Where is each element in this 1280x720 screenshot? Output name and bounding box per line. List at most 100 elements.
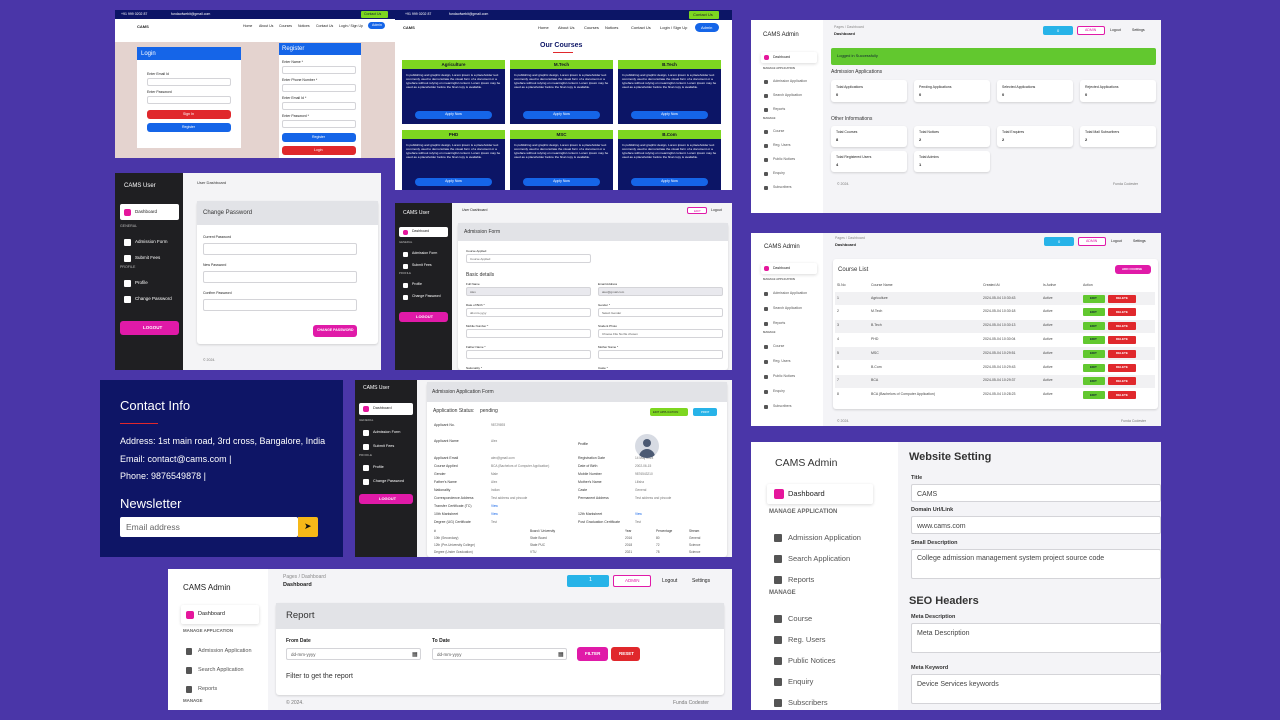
field-value-12th-marksheet[interactable]: View	[635, 512, 642, 516]
nav-contact[interactable]: Contact Us	[631, 25, 651, 30]
reg-password-input[interactable]	[282, 120, 356, 128]
full-name-input[interactable]: Alex	[466, 287, 591, 296]
admin-button[interactable]: Admin	[695, 23, 719, 32]
small-description-input[interactable]: College admission management system proj…	[911, 549, 1161, 579]
delete-button[interactable]: DELETE	[1108, 349, 1136, 358]
nav-notices[interactable]: Notices	[298, 24, 310, 28]
sidebar-item-change-password[interactable]: Change Password	[399, 291, 448, 303]
apply-now-button[interactable]: Apply Now	[631, 178, 708, 186]
sidebar-item-public-notices[interactable]: Public Notices	[761, 369, 817, 384]
sidebar-item-subscribers[interactable]: Subscribers	[761, 399, 817, 414]
login-email-input[interactable]	[147, 78, 231, 86]
reset-button[interactable]: RESET	[611, 647, 640, 661]
sidebar-item-reg-users[interactable]: Reg. Users	[761, 139, 817, 153]
date-of-birth-input[interactable]: dd-mm-yyyy	[466, 308, 591, 317]
print-button[interactable]: PRINT	[693, 408, 717, 416]
current-password-input[interactable]	[203, 243, 357, 255]
delete-button[interactable]: DELETE	[1108, 335, 1136, 344]
logout-button[interactable]: LOGOUT	[359, 494, 413, 504]
newsletter-input[interactable]: Email address	[120, 517, 298, 537]
delete-button[interactable]: DELETE	[1108, 308, 1136, 317]
sidebar-item-public-notices[interactable]: Public Notices	[761, 153, 817, 167]
sidebar-item-submit-fees[interactable]: Submit Fees	[359, 440, 413, 454]
to-date-input[interactable]: dd-mm-yyyy ▦	[432, 648, 567, 660]
sidebar-item-admission-application[interactable]: Admission Application	[761, 286, 817, 301]
admin-badge[interactable]: ADMIN	[1078, 237, 1106, 246]
logout-link[interactable]: Logout	[1110, 28, 1121, 32]
nav-contact[interactable]: Contact Us	[316, 24, 334, 28]
sidebar-item-search-application[interactable]: Search Application	[761, 89, 817, 103]
edit-button[interactable]: EDIT	[1083, 308, 1105, 317]
sidebar-item-admission-application[interactable]: Admission Application	[767, 527, 873, 548]
sidebar-item-submit-fees[interactable]: Submit Fees	[120, 250, 179, 266]
sidebar-item-change-password[interactable]: Change Password	[359, 475, 413, 489]
sidebar-item-enquiry[interactable]: Enquiry	[761, 167, 817, 181]
meta-keyword-input[interactable]: Device Services keywords	[911, 674, 1161, 704]
gender-input[interactable]: Select Gender	[598, 308, 723, 317]
sidebar-item-reports[interactable]: Reports	[761, 316, 817, 331]
admin-badge[interactable]: ADMIN	[613, 575, 651, 587]
nav-login[interactable]: Login / Sign Up	[660, 25, 688, 30]
confirm-password-input[interactable]	[203, 299, 357, 311]
sidebar-item-dashboard[interactable]: Dashboard	[359, 403, 413, 415]
sidebar-item-submit-fees[interactable]: Submit Fees	[399, 260, 448, 272]
nav-courses[interactable]: Courses	[279, 24, 293, 28]
notification-button[interactable]: 0	[1043, 26, 1073, 35]
apply-now-button[interactable]: Apply Now	[523, 178, 600, 186]
sidebar-item-dashboard[interactable]: Dashboard	[767, 484, 873, 504]
sidebar-item-change-password[interactable]: Change Password	[120, 291, 179, 307]
edit-button[interactable]: EDIT	[1083, 322, 1105, 331]
logout-link[interactable]: Logout	[1111, 239, 1122, 243]
contact-us-button[interactable]: Contact Us	[361, 11, 388, 18]
admin-badge[interactable]: ADMIN	[1077, 26, 1105, 35]
sidebar-item-public-notices[interactable]: Public Notices	[767, 650, 873, 671]
mother-name-input[interactable]	[598, 350, 723, 359]
notification-button[interactable]: 0	[1044, 237, 1074, 246]
nav-home[interactable]: Home	[538, 25, 549, 30]
delete-button[interactable]: DELETE	[1108, 377, 1136, 386]
edit-button[interactable]: EDIT	[1083, 377, 1105, 386]
email-address-input[interactable]: alex@gmail.com	[598, 287, 723, 296]
admin-button[interactable]: Admin	[368, 22, 385, 29]
sidebar-item-reports[interactable]: Reports	[181, 680, 259, 699]
delete-button[interactable]: DELETE	[1108, 363, 1136, 372]
goto-register-button[interactable]: Register	[147, 123, 231, 132]
change-password-button[interactable]: CHANGE PASSWORD	[313, 325, 357, 337]
settings-link[interactable]: Settings	[692, 578, 711, 584]
sidebar-item-enquiry[interactable]: Enquiry	[767, 671, 873, 692]
nav-about[interactable]: About Us	[259, 24, 274, 28]
father-name-input[interactable]	[466, 350, 591, 359]
sidebar-item-course[interactable]: Course	[761, 125, 817, 139]
sidebar-item-course[interactable]: Course	[767, 608, 873, 629]
edit-button[interactable]: EDIT	[1083, 349, 1105, 358]
sidebar-item-admission-application[interactable]: Admission Application	[761, 75, 817, 89]
filter-button[interactable]: FILTER	[577, 647, 608, 661]
sidebar-item-admission-form[interactable]: Admission Form	[399, 248, 448, 260]
sidebar-item-search-application[interactable]: Search Application	[181, 661, 259, 680]
add-course-button[interactable]: ADD COURSE	[1115, 265, 1151, 274]
edit-button[interactable]: EDIT	[1083, 391, 1105, 400]
new-password-input[interactable]	[203, 271, 357, 283]
sidebar-item-dashboard[interactable]: Dashboard	[120, 204, 179, 220]
register-submit-button[interactable]: Register	[282, 133, 356, 142]
sidebar-item-reports[interactable]: Reports	[767, 569, 873, 590]
notification-button[interactable]: 1	[567, 575, 609, 587]
nav-courses[interactable]: Courses	[584, 25, 599, 30]
sidebar-item-admission-application[interactable]: Admission Application	[181, 642, 259, 661]
delete-button[interactable]: DELETE	[1108, 322, 1136, 331]
apply-now-button[interactable]: Apply Now	[523, 111, 600, 119]
sidebar-item-admission-form[interactable]: Admission Form	[359, 426, 413, 440]
apply-now-button[interactable]: Apply Now	[631, 111, 708, 119]
course-applied-select[interactable]: Course Applied	[466, 254, 591, 263]
settings-link[interactable]: Settings	[1133, 239, 1146, 243]
logout-button[interactable]: LOGOUT	[399, 312, 448, 322]
sidebar-item-enquiry[interactable]: Enquiry	[761, 384, 817, 399]
sign-in-button[interactable]: Sign In	[147, 110, 231, 119]
sidebar-item-admission-form[interactable]: Admission Form	[120, 234, 179, 250]
student-photo-input[interactable]: Choose File No file chosen	[598, 329, 723, 338]
sidebar-item-dashboard[interactable]: Dashboard	[181, 605, 259, 624]
edit-button[interactable]: EDIT	[1083, 363, 1105, 372]
field-value-transfer-certificate-tc[interactable]: View	[491, 504, 498, 508]
sidebar-item-profile[interactable]: Profile	[359, 461, 413, 475]
reg-phone-input[interactable]	[282, 84, 356, 92]
